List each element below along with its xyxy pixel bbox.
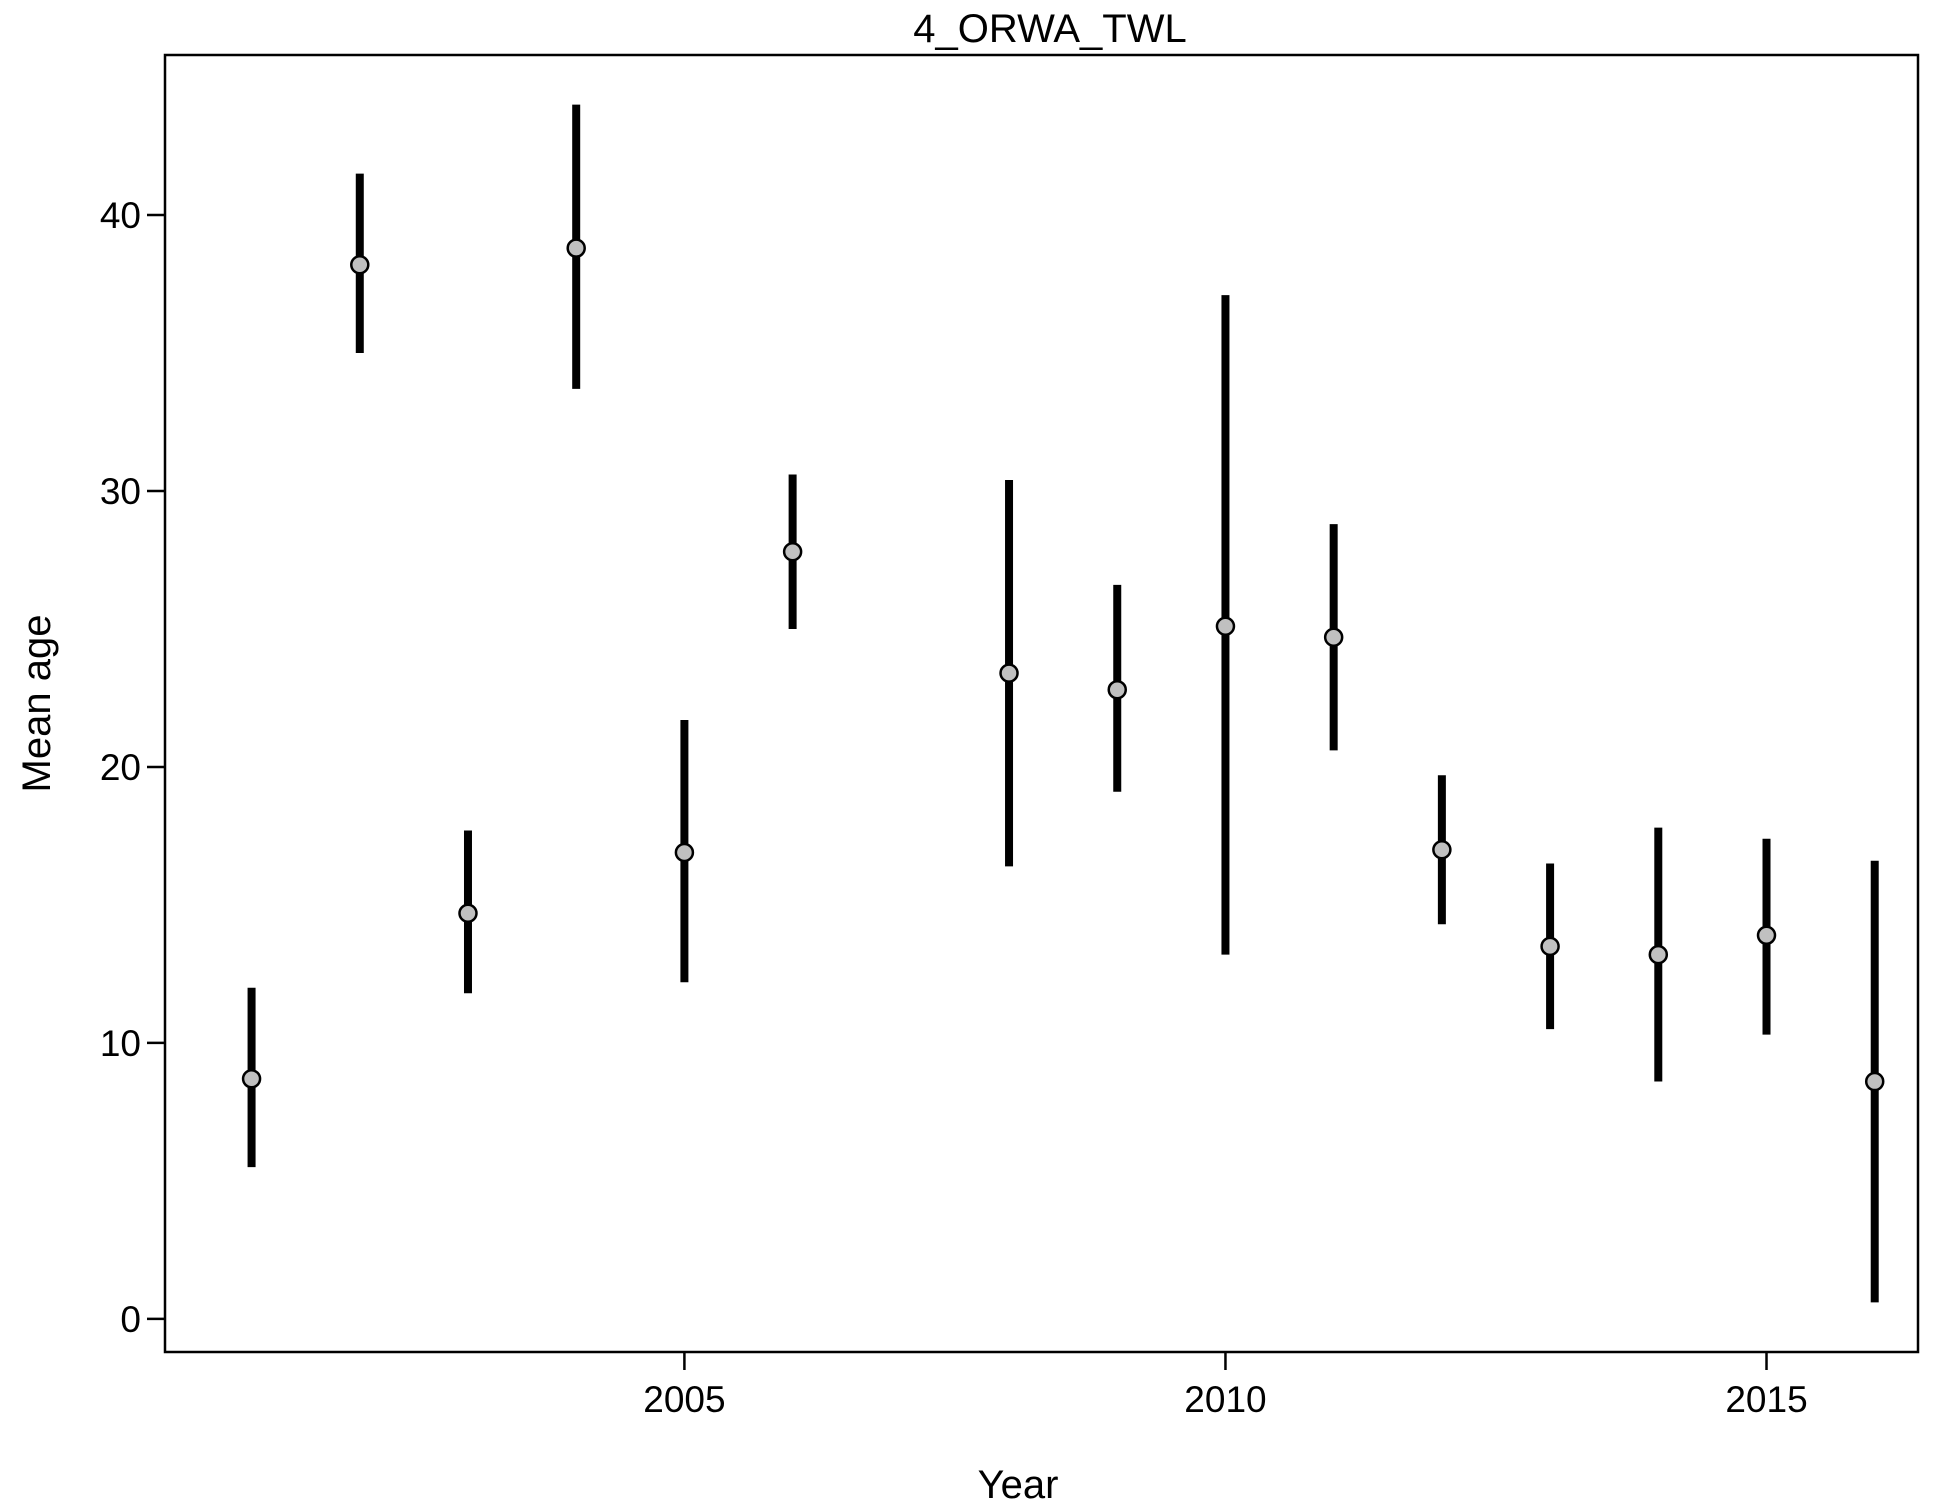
data-point [1323,627,1344,648]
x-axis: 2005 2010 2015 [643,1352,1808,1420]
y-tick-label: 40 [100,195,141,236]
x-axis-label: Year [978,1463,1059,1500]
y-tick-label: 0 [120,1299,141,1340]
y-axis: 0 10 20 30 40 [100,195,165,1340]
y-tick-label: 10 [100,1023,141,1064]
y-tick-label: 20 [100,747,141,788]
data-point [1540,936,1560,957]
data-point [1756,925,1777,946]
data-point [350,254,370,275]
data-point [458,903,478,923]
data-point [1107,679,1127,700]
data-point [566,238,586,258]
data-point [1864,1071,1885,1092]
data-point [1648,944,1669,965]
data-point [241,1069,262,1089]
data-point [1432,840,1452,860]
y-axis-label: Mean age [15,615,59,793]
x-tick-label: 2005 [643,1379,725,1420]
y-tick-label: 30 [100,471,141,512]
data-marks [241,104,1885,1303]
data-point [674,842,695,863]
plot-frame [163,53,1920,1354]
data-point [999,663,1019,683]
data-point [782,541,803,562]
chart-title: 4_ORWA_TWL [913,7,1186,51]
x-tick-label: 2010 [1184,1379,1266,1420]
x-tick-label: 2015 [1725,1379,1807,1420]
data-point [1215,616,1236,636]
